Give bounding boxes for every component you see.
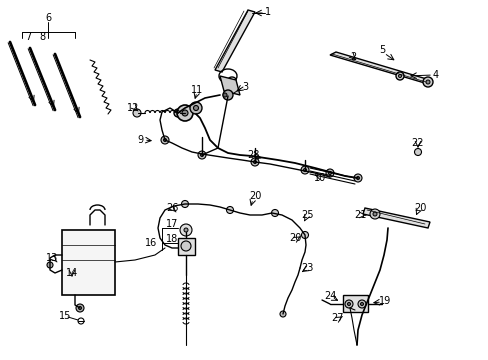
Circle shape (226, 207, 233, 213)
Polygon shape (215, 10, 254, 72)
Circle shape (425, 80, 429, 84)
Circle shape (369, 209, 379, 219)
Circle shape (181, 201, 188, 207)
Circle shape (328, 171, 331, 175)
Text: 25: 25 (300, 210, 313, 220)
Polygon shape (178, 238, 195, 255)
Circle shape (223, 93, 226, 97)
Circle shape (356, 176, 359, 180)
Text: 2: 2 (349, 52, 355, 62)
Text: 19: 19 (378, 296, 390, 306)
Circle shape (161, 136, 169, 144)
Text: 6: 6 (45, 13, 51, 23)
Polygon shape (62, 230, 115, 295)
Circle shape (372, 212, 376, 216)
Text: 9: 9 (137, 135, 143, 145)
Circle shape (422, 77, 432, 87)
Text: 23: 23 (300, 263, 312, 273)
Circle shape (47, 262, 53, 268)
Text: 14: 14 (66, 268, 78, 278)
Circle shape (79, 306, 81, 310)
Text: 5: 5 (378, 45, 385, 55)
Text: 12: 12 (126, 103, 139, 113)
Text: 11: 11 (190, 85, 203, 95)
Text: 8: 8 (39, 32, 45, 42)
Text: 27: 27 (330, 313, 343, 323)
Circle shape (182, 110, 187, 116)
Circle shape (163, 139, 166, 141)
Circle shape (76, 304, 84, 312)
Text: 17: 17 (165, 219, 178, 229)
Text: 20: 20 (413, 203, 426, 213)
Circle shape (177, 105, 193, 121)
Circle shape (395, 72, 403, 80)
Circle shape (200, 153, 203, 157)
Text: 4: 4 (432, 70, 438, 80)
Text: 28: 28 (246, 150, 259, 160)
Circle shape (271, 210, 278, 216)
Circle shape (250, 158, 259, 166)
Text: 1: 1 (264, 7, 270, 17)
Text: 7: 7 (25, 32, 31, 42)
Text: 18: 18 (165, 234, 178, 244)
Circle shape (280, 311, 285, 317)
Circle shape (347, 302, 350, 306)
Circle shape (78, 318, 84, 324)
Circle shape (198, 151, 205, 159)
Circle shape (301, 166, 308, 174)
Polygon shape (342, 295, 367, 312)
Circle shape (345, 300, 352, 308)
Text: 20: 20 (248, 191, 261, 201)
Circle shape (190, 102, 202, 114)
Circle shape (301, 231, 308, 239)
Circle shape (253, 161, 256, 163)
Circle shape (303, 168, 306, 171)
Circle shape (223, 90, 232, 100)
Text: 10: 10 (313, 173, 325, 183)
Circle shape (360, 302, 363, 306)
Text: 3: 3 (242, 82, 247, 92)
Circle shape (357, 300, 365, 308)
Text: 26: 26 (165, 203, 178, 213)
Polygon shape (362, 208, 429, 228)
Polygon shape (220, 76, 240, 95)
Circle shape (133, 109, 141, 117)
Circle shape (181, 241, 191, 251)
Text: 22: 22 (411, 138, 424, 148)
Text: 13: 13 (46, 253, 58, 263)
Circle shape (414, 149, 421, 156)
Circle shape (193, 105, 198, 111)
Circle shape (183, 228, 187, 232)
Circle shape (398, 75, 401, 77)
Circle shape (180, 224, 192, 236)
Text: 16: 16 (144, 238, 157, 248)
Polygon shape (329, 52, 429, 84)
Circle shape (353, 174, 361, 182)
Text: 15: 15 (59, 311, 71, 321)
Text: 20: 20 (288, 233, 301, 243)
Text: 24: 24 (323, 291, 336, 301)
Text: 21: 21 (353, 210, 366, 220)
Circle shape (174, 109, 182, 117)
Circle shape (325, 169, 333, 177)
